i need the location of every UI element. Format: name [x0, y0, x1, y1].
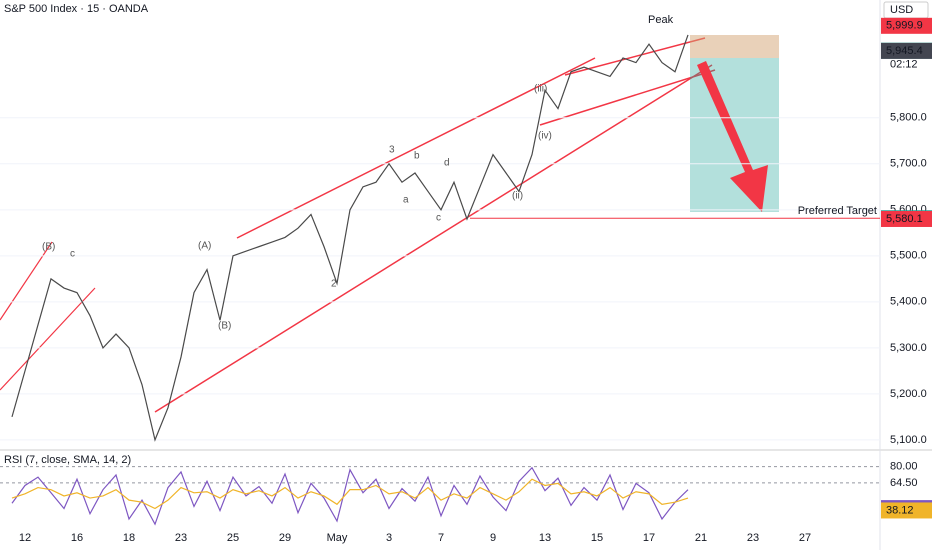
- annotation: c: [436, 213, 441, 224]
- x-tick-label: 3: [386, 532, 392, 544]
- stop-zone: [690, 35, 779, 58]
- price-line: [11, 466, 689, 526]
- y-tick-label: 5,100.0: [890, 434, 927, 446]
- target-label: Preferred Target: [798, 205, 877, 217]
- price-badge: [881, 17, 932, 34]
- x-tick-label: 29: [279, 532, 291, 544]
- annotation: (ii): [512, 191, 523, 202]
- y-tick-label: 5,400.0: [890, 296, 927, 308]
- price-badge: [881, 502, 932, 519]
- annotation: (B): [218, 321, 231, 332]
- x-tick-label: 9: [490, 532, 496, 544]
- price-badge-label: 5,999.9: [886, 20, 923, 32]
- chart-title: S&P 500 Index · 15 · OANDA: [4, 3, 149, 15]
- y-tick-label: 5,700.0: [890, 158, 927, 170]
- price-badge: [881, 42, 932, 59]
- wave-labels: Peak 3 2 (A) (B) a b c d (iii) (iv) (ii)…: [42, 14, 674, 332]
- annotation: (B): [42, 242, 55, 253]
- annotation: 2: [331, 279, 337, 290]
- price-line: [11, 34, 689, 442]
- annotation: 3: [389, 145, 395, 156]
- trend-line: [236, 57, 596, 239]
- x-tick-label: 7: [438, 532, 444, 544]
- annotation: a: [403, 195, 409, 206]
- price-badge-label: 5,580.1: [886, 213, 923, 225]
- y-tick-label: 5,500.0: [890, 250, 927, 262]
- arrow: [697, 61, 768, 212]
- trend-line: [0, 241, 53, 321]
- x-tick-label: 17: [643, 532, 655, 544]
- trend-line: [539, 69, 716, 126]
- x-tick-label: 23: [747, 532, 759, 544]
- x-tick-label: 18: [123, 532, 135, 544]
- annotation: c: [70, 249, 75, 260]
- x-tick-label: 15: [591, 532, 603, 544]
- x-tick-label: 21: [695, 532, 707, 544]
- annotation: (iii): [534, 84, 547, 95]
- rsi-title: RSI (7, close, SMA, 14, 2): [4, 454, 131, 466]
- x-tick-label: 12: [19, 532, 31, 544]
- y-tick-label: 5,800.0: [890, 112, 927, 124]
- x-tick-label: May: [327, 532, 348, 544]
- x-tick-label: 23: [175, 532, 187, 544]
- y-tick-label: 80.00: [890, 461, 918, 473]
- trend-line: [0, 287, 96, 391]
- x-tick-label: 25: [227, 532, 239, 544]
- annotation: b: [414, 151, 420, 162]
- annotation: d: [444, 158, 450, 169]
- x-tick-label: 27: [799, 532, 811, 544]
- price-badge-label: 38.12: [886, 504, 914, 516]
- y-tick-label: 5,200.0: [890, 388, 927, 400]
- x-tick-label: 13: [539, 532, 551, 544]
- price-badge: [881, 210, 932, 227]
- price-badge-label: 5,945.4: [886, 45, 923, 57]
- annotation: (iv): [538, 131, 552, 142]
- y-tick-label: 64.50: [890, 477, 918, 489]
- annotation: Peak: [648, 14, 674, 26]
- price-line: [11, 478, 689, 510]
- x-tick-label: 16: [71, 532, 83, 544]
- y-tick-label: 5,300.0: [890, 342, 927, 354]
- countdown: 02:12: [890, 59, 918, 71]
- annotation: (A): [198, 241, 211, 252]
- trend-line: [154, 64, 713, 413]
- currency: USD: [890, 4, 913, 16]
